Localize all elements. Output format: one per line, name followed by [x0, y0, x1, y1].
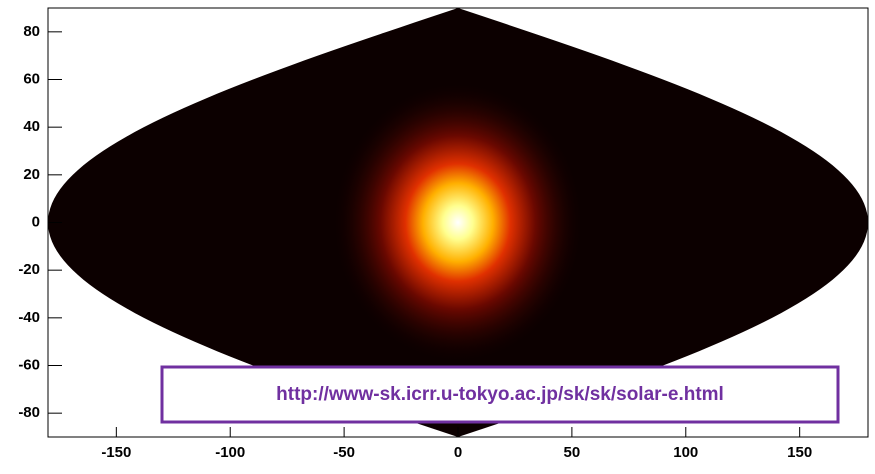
chart: -150 -100 -50 0 50 100 150 -80 -60 -40 -20 0 20 40 60 8… [0, 0, 875, 469]
x-tick-label: 150 [787, 444, 812, 461]
y-tick-label: 80 [23, 23, 40, 40]
y-tick-label: -80 [18, 404, 40, 421]
y-tick-label: -40 [18, 309, 40, 326]
y-tick-label: -60 [18, 356, 40, 373]
annotation: http://www-sk.icrr.u-tokyo.ac.jp/sk/sk/s… [276, 384, 724, 405]
x-tick-label: -50 [333, 444, 355, 461]
y-tick-label: -20 [18, 261, 40, 278]
sun-signal [333, 83, 583, 363]
y-tick-label: 60 [23, 70, 40, 87]
x-tick-label: 50 [564, 444, 581, 461]
x-tick-label: -150 [101, 444, 131, 461]
x-tick-label: 100 [673, 444, 698, 461]
x-tick-label: 0 [454, 444, 462, 461]
y-tick-label: 40 [23, 118, 40, 135]
y-tick-label: 0 [32, 213, 40, 230]
page: {"chart_data": {"type": "heatmap", "x": … [0, 0, 875, 474]
y-tick-label: 20 [23, 166, 40, 183]
x-tick-label: -100 [215, 444, 245, 461]
